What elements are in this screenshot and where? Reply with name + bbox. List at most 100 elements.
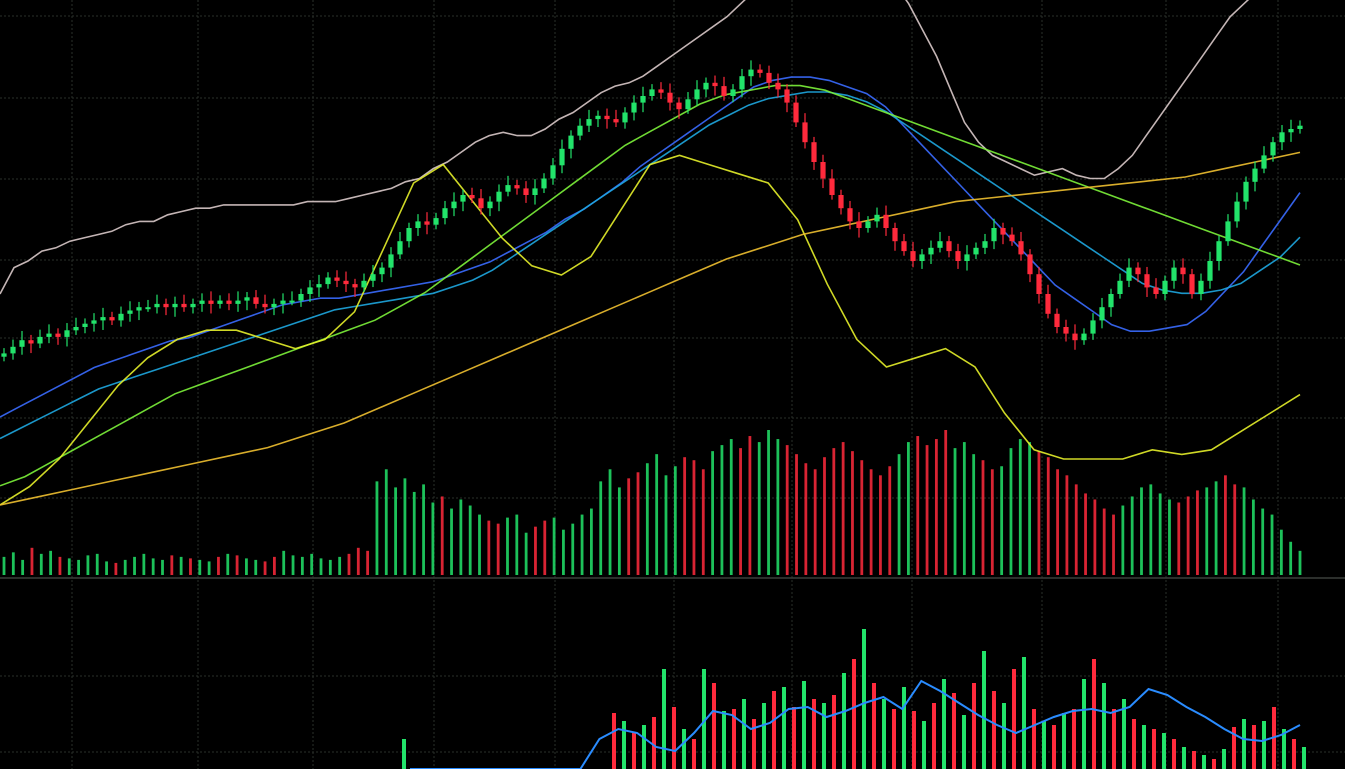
candle-body	[1081, 333, 1087, 341]
candle-body	[100, 317, 106, 321]
candle-body	[955, 251, 961, 261]
oscillator-bar	[792, 707, 796, 769]
candle-body	[127, 310, 133, 314]
candle-body	[577, 125, 583, 136]
oscillator-bar	[672, 707, 676, 769]
candle-body	[901, 241, 907, 252]
candle-body	[37, 336, 43, 344]
volume-bar	[524, 532, 528, 575]
candle-body	[478, 198, 484, 209]
volume-bar	[1168, 499, 1171, 575]
candle-body	[1, 353, 7, 357]
candle-body	[982, 241, 988, 248]
candle-body	[1117, 280, 1123, 294]
candle-body	[757, 69, 763, 73]
volume-bar	[1242, 487, 1246, 575]
oscillator-bar	[802, 681, 806, 769]
volume-bar	[1214, 481, 1218, 575]
volume-bar	[711, 451, 715, 575]
candle-body	[1198, 280, 1204, 294]
volume-bar	[1000, 466, 1004, 575]
candle-body	[595, 115, 601, 120]
candle-body	[289, 300, 295, 303]
volume-bar	[39, 553, 43, 575]
volume-bar	[282, 550, 286, 575]
candle-body	[190, 303, 196, 308]
oscillator-line	[410, 679, 1301, 769]
oscillator-bar	[1022, 657, 1026, 769]
candle-body	[415, 221, 421, 228]
volume-bar	[179, 556, 183, 575]
volume-bar	[272, 556, 276, 575]
volume-bar	[1140, 487, 1143, 575]
volume-bar	[384, 469, 388, 575]
volume-bar	[1158, 493, 1162, 575]
candle-body	[253, 297, 259, 304]
candle-body	[325, 277, 331, 285]
volume-bar	[543, 520, 547, 575]
candle-body	[1027, 254, 1033, 275]
oscillator-bar	[862, 629, 866, 769]
oscillator-bar	[1072, 709, 1076, 769]
volume-bar	[1233, 484, 1237, 575]
volume-bar	[1261, 508, 1265, 575]
oscillator-bar	[632, 733, 636, 769]
candle-body	[613, 119, 619, 123]
candle-body	[838, 195, 844, 209]
oscillator-bar	[1052, 725, 1056, 769]
candle-body	[703, 82, 709, 90]
candle-body	[586, 119, 592, 126]
candle-body	[775, 82, 781, 90]
candle-body	[559, 148, 565, 166]
candle-body	[451, 201, 457, 209]
oscillator-bar	[882, 699, 886, 769]
volume-bar	[1028, 442, 1032, 575]
candle-body	[199, 300, 205, 304]
candle-body	[919, 254, 925, 261]
volume-bar	[832, 448, 836, 575]
volume-bar	[1102, 508, 1106, 575]
candle-body	[829, 178, 835, 195]
volume-bar	[916, 436, 920, 575]
candle-body	[1279, 132, 1285, 143]
candle-body	[352, 284, 358, 288]
oscillator-bar	[712, 683, 716, 769]
candle-body	[1054, 313, 1060, 327]
volume-bar	[720, 445, 724, 575]
volume-bar	[440, 496, 444, 575]
volume-bar	[1224, 475, 1227, 575]
volume-bar	[627, 478, 631, 575]
volume-bar	[888, 466, 892, 575]
volume-bar	[403, 478, 407, 575]
volume-bar	[450, 508, 453, 575]
volume-bar	[748, 436, 752, 575]
volume-bar	[1289, 541, 1293, 575]
volume-bar	[58, 556, 62, 575]
candle-body	[1225, 221, 1231, 242]
candle-body	[1099, 307, 1105, 321]
candle-body	[343, 280, 349, 285]
oscillator-bar	[982, 651, 986, 769]
candle-body	[928, 247, 934, 255]
volume-bar	[114, 562, 118, 575]
candle-body	[154, 303, 160, 308]
candle-body	[1144, 274, 1150, 288]
volume-bar	[263, 561, 267, 575]
candle-body	[118, 313, 124, 321]
oscillator-bar	[932, 703, 936, 769]
oscillator-bar	[1042, 721, 1046, 769]
oscillator-bar	[922, 721, 926, 769]
candle-body	[874, 214, 880, 222]
volume-bar	[189, 558, 192, 575]
candle-body	[406, 228, 412, 242]
volume-bar	[366, 550, 370, 575]
candle-body	[604, 115, 610, 120]
candle-body	[433, 218, 439, 225]
candle-body	[1036, 274, 1042, 294]
candle-body	[685, 99, 691, 110]
volume-bar	[1056, 469, 1059, 575]
volume-bar	[1279, 529, 1283, 575]
candle-body	[739, 76, 745, 90]
candle-body	[397, 241, 403, 255]
